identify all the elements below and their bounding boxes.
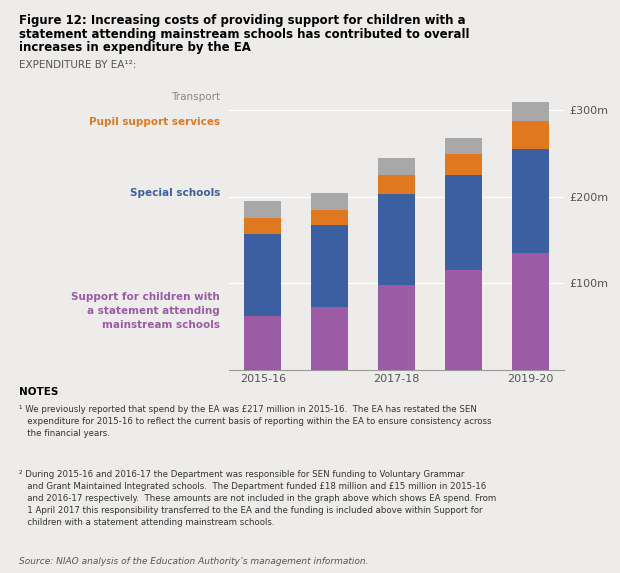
Bar (512, 150, 549, 253)
Bar (445, 175, 482, 270)
Bar (445, 138, 482, 154)
Bar (311, 193, 348, 210)
Text: Transport: Transport (171, 92, 220, 102)
Text: ² During 2015-16 and 2016-17 the Department was responsible for SEN funding to V: ² During 2015-16 and 2016-17 the Departm… (19, 470, 496, 528)
Text: ¹ We previously reported that spend by the EA was £217 million in 2015-16.  The : ¹ We previously reported that spend by t… (19, 405, 491, 438)
Bar (244, 316, 281, 370)
Bar (512, 253, 549, 370)
Text: NOTES: NOTES (19, 387, 58, 397)
Bar (378, 194, 415, 285)
Bar (311, 307, 348, 370)
Text: Pupil support services: Pupil support services (89, 117, 220, 127)
Bar (512, 102, 549, 121)
Bar (378, 285, 415, 370)
Bar (311, 225, 348, 307)
Text: increases in expenditure by the EA: increases in expenditure by the EA (19, 41, 250, 54)
Text: Special schools: Special schools (130, 187, 220, 198)
Bar (512, 121, 549, 150)
Bar (378, 175, 415, 194)
Bar (445, 270, 482, 370)
Bar (244, 234, 281, 316)
Bar (311, 210, 348, 225)
Text: Figure 12: Increasing costs of providing support for children with a: Figure 12: Increasing costs of providing… (19, 14, 465, 28)
Bar (445, 154, 482, 175)
Text: Source: NIAO analysis of the Education Authority’s management information.: Source: NIAO analysis of the Education A… (19, 557, 368, 566)
Bar (378, 158, 415, 175)
Text: Support for children with
a statement attending
mainstream schools: Support for children with a statement at… (71, 292, 220, 330)
Text: statement attending mainstream schools has contributed to overall: statement attending mainstream schools h… (19, 28, 469, 41)
Bar (244, 218, 281, 234)
Bar (244, 201, 281, 218)
Text: EXPENDITURE BY EA¹²:: EXPENDITURE BY EA¹²: (19, 60, 136, 70)
